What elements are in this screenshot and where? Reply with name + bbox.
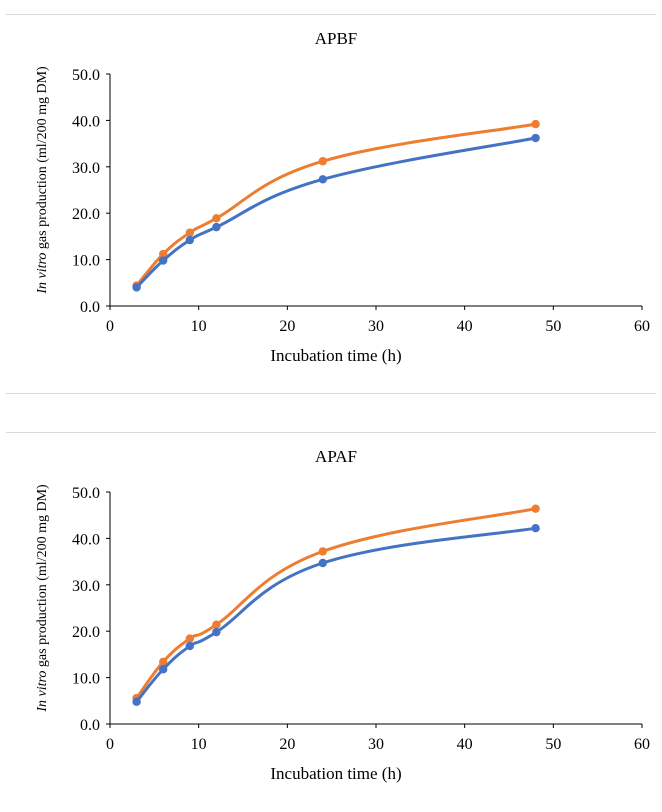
chart0-series-0-point [159, 249, 168, 259]
chart0-x-axis-label: Incubation time (h) [270, 346, 401, 365]
chart1-x-tick-label: 30 [368, 736, 384, 753]
chart0-series-1-point [318, 175, 327, 184]
chart1-series-0-point [212, 620, 221, 629]
chart1-series-1-point [531, 523, 540, 533]
chart0-title: APBF [315, 29, 358, 48]
chart0-series-0-point [531, 119, 540, 129]
chart1-series-0-point [318, 547, 327, 556]
chart1-y-axis-label-italic: In vitro [35, 671, 50, 713]
chart0-y-tick-label: 10.0 [72, 253, 100, 270]
chart1-y-tick-label: 20.0 [72, 624, 100, 641]
chart1-series-1-point [132, 697, 141, 706]
chart0-series-1-point [185, 235, 194, 245]
chart1-y-tick-label: 10.0 [72, 671, 100, 688]
chart1-y-tick-label: 50.0 [72, 485, 100, 502]
chart0-x-tick-label: 0 [106, 318, 114, 335]
chart1-series-1-point [212, 627, 221, 637]
chart-apaf-svg: APAF 0.0 10.0 20.0 30.0 40.0 50.0 0 10 20 30 40 50 60… [35, 447, 650, 783]
chart0-y-tick-label: 30.0 [72, 160, 100, 177]
chart1-series-0-point [185, 634, 194, 643]
chart0-x-tick-label: 50 [545, 318, 561, 335]
separator-bottom [6, 432, 656, 433]
chart0-y-tick-label: 40.0 [72, 113, 100, 130]
chart1-series-1-point [185, 641, 194, 651]
chart-apaf: APAF 0.0 10.0 20.0 30.0 40.0 50.0 0 10 20 30 40 50 60… [0, 432, 662, 812]
chart0-y-tick-label: 20.0 [72, 206, 100, 223]
chart0-x-tick-label: 60 [634, 318, 650, 335]
chart1-series-0-point [531, 504, 540, 513]
chart0-y-tick-label: 50.0 [72, 67, 100, 84]
chart0-x-tick-label: 20 [279, 318, 295, 335]
chart1-title: APAF [315, 447, 357, 466]
chart0-x-tick-label: 10 [191, 318, 207, 335]
chart0-x-tick-label: 40 [457, 318, 473, 335]
separator-top [6, 14, 656, 15]
chart1-y-tick-label: 40.0 [72, 531, 100, 548]
chart1-y-tick-label: 30.0 [72, 578, 100, 595]
chart1-x-axis-label: Incubation time (h) [270, 764, 401, 783]
chart0-series-0-point [318, 157, 327, 166]
chart1-x-tick-label: 60 [634, 736, 650, 753]
chart1-x-tick-label: 20 [279, 736, 295, 753]
chart0-y-axis-label-italic: In vitro [35, 253, 50, 295]
chart1-series-1-point [318, 558, 327, 568]
chart1-y-axis-label: In vitro gas production (ml/200 mg DM) [35, 484, 50, 713]
chart0-series-1-point [132, 283, 141, 292]
separator-middle [6, 393, 656, 394]
chart0-series-1-point [159, 256, 168, 265]
chart1-x-tick-label: 50 [545, 736, 561, 753]
chart0-series-1-point [531, 133, 540, 143]
chart1-series-0-point [159, 657, 168, 667]
chart-apbf: APBF 0.0 10.0 20.0 30.0 40.0 50.0 0 10 20 30 40 50 60… [0, 14, 662, 394]
chart1-x-tick-label: 40 [457, 736, 473, 753]
chart1-series-1-line [135, 526, 538, 704]
chart1-x-tick-label: 10 [191, 736, 207, 753]
chart0-y-axis-label-rest: gas production (ml/200 mg DM) [35, 66, 50, 253]
chart1-y-axis-label-rest: gas production (ml/200 mg DM) [35, 484, 50, 671]
chart0-series-1-line [135, 136, 538, 289]
chart0-series-0-point [185, 228, 194, 237]
chart1-x-tick-label: 0 [106, 736, 114, 753]
chart1-series-1-point [159, 665, 168, 674]
chart-apbf-svg: APBF 0.0 10.0 20.0 30.0 40.0 50.0 0 10 20 30 40 50 60… [35, 29, 650, 365]
chart0-y-tick-label: 0.0 [80, 299, 100, 316]
chart0-y-axis-label: In vitro gas production (ml/200 mg DM) [35, 66, 50, 295]
chart0-series-0-point [212, 214, 221, 223]
chart1-y-tick-label: 0.0 [80, 717, 100, 734]
chart0-x-tick-label: 30 [368, 318, 384, 335]
chart0-series-1-point [212, 222, 221, 232]
